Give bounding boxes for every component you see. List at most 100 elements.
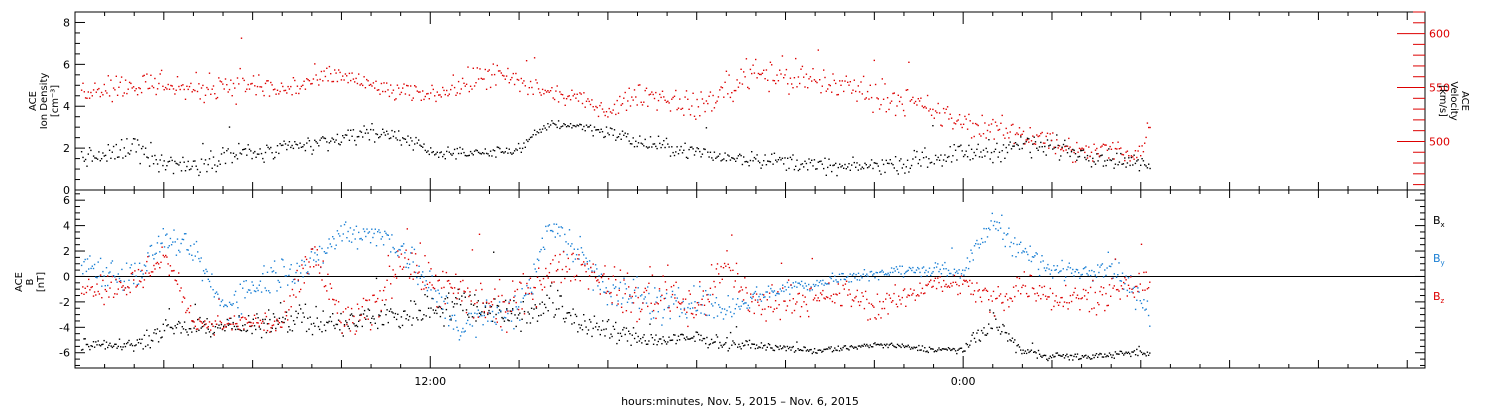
data-point-density: [322, 136, 324, 138]
data-point-velocity: [1036, 134, 1038, 136]
data-point-bx: [1097, 356, 1099, 358]
data-point-density: [178, 164, 180, 166]
data-point-velocity: [477, 78, 480, 80]
data-point-density: [495, 156, 497, 158]
data-point-velocity: [1042, 142, 1045, 144]
data-point-density: [565, 126, 568, 128]
data-point-bz: [1121, 288, 1124, 290]
data-point-bz: [712, 293, 714, 296]
data-point-bx: [273, 316, 276, 318]
data-point-bz: [343, 325, 346, 327]
data-point-bz: [1131, 288, 1133, 290]
data-point-bz: [485, 301, 488, 303]
data-point-velocity: [743, 71, 745, 73]
data-point-bz: [96, 283, 98, 285]
data-point-velocity: [523, 80, 525, 82]
data-point-bx: [360, 313, 362, 316]
data-point-bx: [352, 315, 354, 317]
data-point-velocity: [843, 90, 845, 93]
data-point-velocity: [484, 68, 486, 71]
data-point-density: [1125, 166, 1127, 168]
data-point-bz: [896, 306, 899, 308]
data-point-density: [182, 156, 184, 159]
data-point-bx: [545, 306, 547, 309]
data-point-bx: [753, 343, 755, 345]
data-point-bx: [276, 320, 278, 322]
data-point-velocity: [442, 86, 444, 89]
data-point-bx: [174, 325, 176, 327]
data-point-bz: [120, 281, 122, 284]
data-point-density: [1004, 157, 1006, 159]
data-point-by: [823, 284, 825, 286]
data-point-velocity: [613, 103, 616, 106]
data-point-bx: [170, 326, 173, 329]
data-point-by: [314, 252, 316, 254]
data-point-density: [676, 146, 678, 148]
data-point-by: [1002, 238, 1004, 240]
data-point-density: [1085, 158, 1087, 161]
data-point-bz: [914, 299, 916, 301]
data-point-bx: [898, 344, 900, 347]
data-point-velocity: [476, 67, 478, 69]
data-point-bx: [311, 333, 314, 336]
data-point-bz: [624, 293, 626, 295]
data-point-density: [246, 154, 248, 156]
data-point-by: [110, 262, 112, 264]
data-point-bz: [205, 323, 207, 325]
data-point-velocity: [679, 98, 681, 100]
data-point-density: [631, 143, 633, 145]
data-point-bz: [390, 283, 392, 285]
data-point-bz: [296, 269, 298, 272]
data-point-velocity: [343, 79, 345, 81]
data-point-density: [651, 146, 653, 148]
data-point-velocity: [435, 100, 437, 103]
data-point-by: [366, 228, 368, 230]
data-point-velocity: [1081, 147, 1083, 149]
data-point-bx: [720, 344, 722, 347]
data-point-velocity: [1057, 147, 1059, 149]
data-point-by: [688, 303, 690, 305]
data-point-density: [644, 138, 646, 141]
data-point-density: [263, 161, 265, 163]
data-point-bz: [213, 334, 215, 336]
data-point-by: [211, 273, 213, 275]
data-point-bz: [1134, 285, 1137, 288]
data-point-bz: [359, 319, 361, 321]
data-point-bz: [403, 266, 405, 268]
data-point-velocity: [579, 92, 581, 94]
data-point-bx: [188, 328, 191, 330]
data-point-velocity: [212, 85, 215, 87]
data-point-by: [112, 275, 115, 277]
data-point-velocity: [1088, 146, 1090, 148]
data-point-velocity: [330, 73, 332, 75]
data-point-bx: [905, 345, 907, 347]
data-point-density: [156, 163, 159, 165]
data-point-bz: [715, 268, 718, 270]
data-point-by: [192, 259, 194, 261]
data-point-velocity: [973, 135, 975, 138]
data-point-bz: [574, 279, 577, 281]
data-point-bz: [944, 285, 946, 288]
data-point-velocity: [99, 95, 101, 98]
data-point-bx: [829, 347, 831, 350]
data-point-by: [796, 286, 798, 288]
data-point-bz: [768, 292, 771, 294]
data-point-bz: [747, 309, 749, 311]
data-point-bz: [785, 309, 787, 312]
data-point-by: [347, 230, 349, 233]
data-point-bx: [528, 313, 530, 315]
data-point-by: [543, 248, 546, 250]
data-point-density: [183, 161, 185, 163]
data-point-bx: [469, 294, 471, 296]
data-point-by: [207, 278, 209, 280]
data-point-velocity: [115, 75, 117, 77]
data-point-density: [402, 137, 404, 139]
data-point-by: [227, 319, 230, 321]
data-point-by: [475, 336, 477, 338]
data-point-by: [670, 296, 673, 298]
data-point-density: [299, 142, 301, 144]
data-point-density: [992, 161, 994, 164]
data-point-bz: [512, 280, 514, 282]
data-point-by: [453, 314, 456, 316]
data-point-density: [1144, 164, 1146, 166]
